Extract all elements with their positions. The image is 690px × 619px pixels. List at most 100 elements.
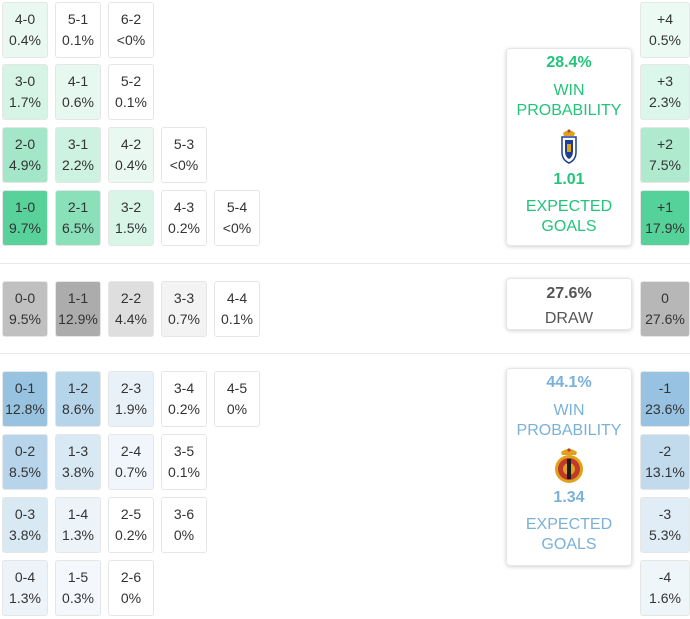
home-win-card: 28.4% WIN PROBABILITY 1.01 EXPECTED GOAL…: [506, 48, 632, 246]
score-label: 0-2: [14, 443, 36, 459]
score-probability: 0%: [173, 527, 195, 543]
margin-label: -1: [658, 380, 672, 396]
score-probability: 4.4%: [115, 311, 147, 327]
score-cell: 2-6 0%: [108, 560, 154, 616]
score-label: 0-1: [14, 380, 36, 396]
score-label: 2-1: [67, 199, 89, 215]
score-cell: 1-0 9.7%: [2, 190, 48, 246]
score-probability: 0.3%: [62, 590, 94, 606]
score-probability: 0.2%: [168, 220, 200, 236]
score-probability: 0.1%: [168, 464, 200, 480]
score-probability: 4.9%: [9, 157, 41, 173]
score-probability: 0.7%: [168, 311, 200, 327]
score-label: 3-3: [173, 290, 195, 306]
score-label: 0-0: [14, 290, 36, 306]
score-probability: 8.5%: [9, 464, 41, 480]
home-expected-goals: 1.01: [553, 171, 585, 188]
home-xg-label: EXPECTED GOALS: [525, 198, 613, 235]
margin-cell: +2 7.5%: [640, 127, 690, 183]
score-label: 1-3: [67, 443, 89, 459]
score-probability: 0.4%: [9, 32, 41, 48]
margin-label: -4: [658, 569, 672, 585]
home-win-probability: 28.4%: [546, 54, 592, 71]
score-probability: <0%: [116, 32, 146, 48]
score-cell: 4-4 0.1%: [214, 281, 260, 337]
margin-probability: 7.5%: [649, 157, 681, 173]
score-cell: 0-1 12.8%: [2, 371, 48, 427]
score-cell: 0-3 3.8%: [2, 497, 48, 553]
score-label: 1-5: [67, 569, 89, 585]
score-probability: 0%: [226, 401, 248, 417]
score-label: 4-5: [226, 380, 248, 396]
score-cell: 3-5 0.1%: [161, 434, 207, 490]
away-expected-goals: 1.34: [553, 489, 585, 506]
score-cell: 0-4 1.3%: [2, 560, 48, 616]
score-label: 2-3: [120, 380, 142, 396]
score-label: 5-1: [67, 11, 89, 27]
score-label: 1-4: [67, 506, 89, 522]
score-label: 3-2: [120, 199, 142, 215]
score-label: 5-2: [120, 73, 142, 89]
score-cell: 4-3 0.2%: [161, 190, 207, 246]
score-label: 3-0: [14, 73, 36, 89]
margin-probability: 0.5%: [649, 32, 681, 48]
section-divider: [0, 263, 690, 264]
away-win-card: 44.1% WIN PROBABILITY 1.34 EXPECTED GOAL…: [506, 368, 632, 566]
score-label: 0-4: [14, 569, 36, 585]
score-label: 4-2: [120, 136, 142, 152]
margin-probability: 17.9%: [645, 220, 685, 236]
section-divider: [0, 353, 690, 354]
score-probability: 0.2%: [115, 527, 147, 543]
margin-label: +1: [657, 199, 673, 215]
margin-label: +3: [657, 73, 673, 89]
margin-label: +2: [657, 136, 673, 152]
margin-probability: 5.3%: [649, 527, 681, 543]
score-label: 2-5: [120, 506, 142, 522]
score-cell: 2-4 0.7%: [108, 434, 154, 490]
margin-cell: -2 13.1%: [640, 434, 690, 490]
home-team-crest-icon: [561, 129, 577, 164]
score-cell: 4-1 0.6%: [55, 64, 101, 120]
margin-label: -3: [658, 506, 672, 522]
score-label: 2-0: [14, 136, 36, 152]
score-cell: 2-1 6.5%: [55, 190, 101, 246]
score-probability: <0%: [169, 157, 199, 173]
score-label: 1-2: [67, 380, 89, 396]
draw-margin-cell: 0 27.6%: [640, 281, 690, 337]
margin-cell: +3 2.3%: [640, 64, 690, 120]
score-label: 0-3: [14, 506, 36, 522]
score-cell: 4-5 0%: [214, 371, 260, 427]
score-probability: 0%: [120, 590, 142, 606]
score-label: 2-4: [120, 443, 142, 459]
margin-probability: 13.1%: [645, 464, 685, 480]
margin-probability: 1.6%: [649, 590, 681, 606]
score-cell: 3-1 2.2%: [55, 127, 101, 183]
margin-probability: 2.3%: [649, 94, 681, 110]
score-probability: <0%: [222, 220, 252, 236]
score-label: 3-4: [173, 380, 195, 396]
score-label: 4-4: [226, 290, 248, 306]
margin-cell: -3 5.3%: [640, 497, 690, 553]
score-cell: 3-4 0.2%: [161, 371, 207, 427]
score-probability: 3.8%: [62, 464, 94, 480]
score-cell: 3-6 0%: [161, 497, 207, 553]
score-probability: 0.2%: [168, 401, 200, 417]
draw-card: 27.6% DRAW: [506, 278, 632, 330]
score-label: 3-1: [67, 136, 89, 152]
score-cell: 6-2 <0%: [108, 2, 154, 58]
score-label: 4-3: [173, 199, 195, 215]
score-cell: 1-1 12.9%: [55, 281, 101, 337]
score-label: 2-6: [120, 569, 142, 585]
score-label: 4-1: [67, 73, 89, 89]
score-probability: 12.8%: [5, 401, 45, 417]
score-cell: 3-0 1.7%: [2, 64, 48, 120]
margin-label: -2: [658, 443, 672, 459]
margin-label: +4: [657, 11, 673, 27]
score-cell: 5-4 <0%: [214, 190, 260, 246]
score-probability: 1.5%: [115, 220, 147, 236]
score-cell: 5-2 0.1%: [108, 64, 154, 120]
score-probability: 2.2%: [62, 157, 94, 173]
score-cell: 1-4 1.3%: [55, 497, 101, 553]
score-cell: 1-2 8.6%: [55, 371, 101, 427]
draw-label: DRAW: [544, 310, 594, 327]
